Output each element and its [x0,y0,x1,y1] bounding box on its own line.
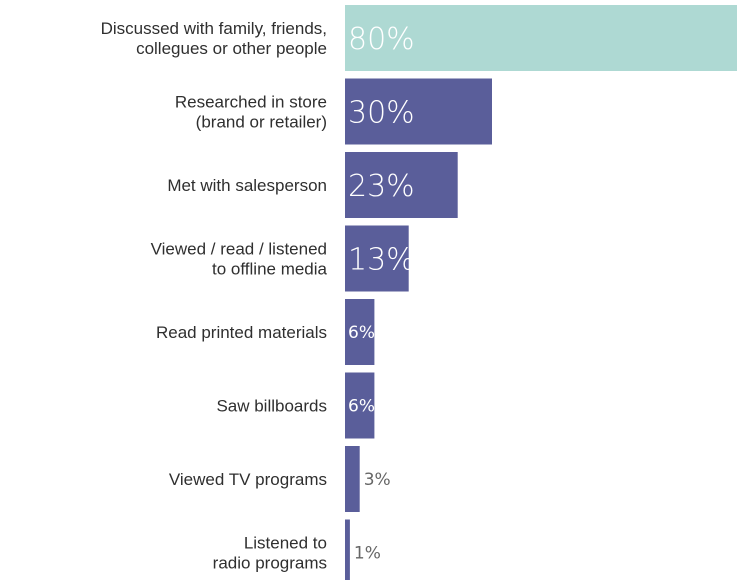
value-label-7: 3% [364,470,391,490]
bar-6 [345,372,375,439]
category-label-4-line-2: to offline media [212,260,328,279]
category-label-2-line-2: (brand or retailer) [196,113,327,132]
value-label-4: 13% [348,243,415,278]
labels-layer: 80% Discussed with family, friends,colleg… [101,19,415,573]
category-label-8-line-2: radio programs [213,554,327,573]
bar-5 [345,299,375,365]
bar-2 [345,78,492,145]
category-label-5: Read printed materials [156,323,327,342]
bar-7 [345,446,360,512]
value-label-8: 1% [354,544,381,564]
bar-3 [345,152,458,218]
bar-8 [345,519,350,580]
category-label-3: Met with salesperson [167,176,327,195]
category-label-7: Viewed TV programs [169,470,327,489]
category-label-1-line-1: Discussed with family, friends, [101,19,327,38]
value-label-1: 80% [348,22,415,57]
value-label-2: 30% [348,96,415,131]
bar-1 [345,5,737,71]
bars-layer [345,5,737,580]
value-label-3: 23% [348,169,415,204]
value-label-6: 6% [348,397,375,417]
category-label-2-line-1: Researched in store [175,93,327,112]
bar-4 [345,225,409,292]
category-label-1-line-2: collegues or other people [136,39,327,58]
category-label-6: Saw billboards [216,397,327,416]
category-label-4-line-1: Viewed / read / listened [151,240,327,259]
value-label-5: 6% [348,323,375,343]
category-label-8-line-1: Listened to [244,534,327,553]
